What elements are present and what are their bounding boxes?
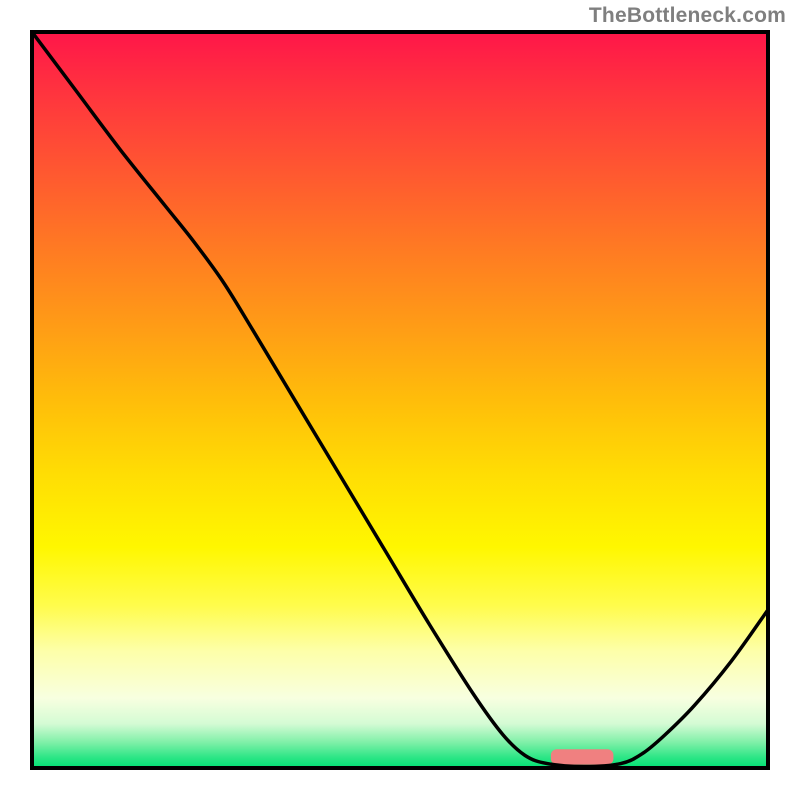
chart-canvas: { "watermark": { "text": "TheBottleneck.… bbox=[0, 0, 800, 800]
watermark-text: TheBottleneck.com bbox=[589, 4, 786, 28]
gradient-background bbox=[32, 32, 768, 768]
optimal-range-bar bbox=[551, 749, 614, 764]
chart-svg bbox=[0, 0, 800, 800]
plot-area bbox=[32, 32, 768, 768]
